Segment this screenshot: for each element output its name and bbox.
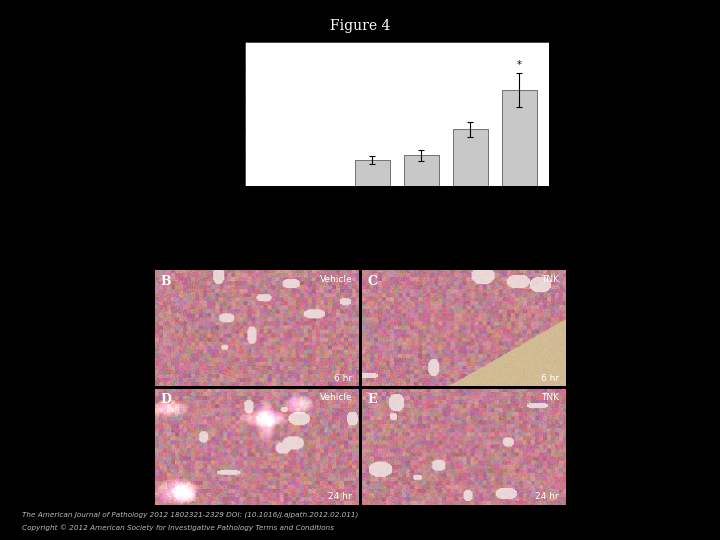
Text: 6 hr: 6 hr	[334, 374, 352, 383]
Text: APAP: APAP	[212, 199, 239, 208]
Text: Figure 4: Figure 4	[330, 19, 390, 33]
Text: +: +	[516, 224, 523, 234]
Text: 24: 24	[268, 249, 282, 260]
Bar	[405, 156, 438, 186]
Text: *: *	[517, 60, 522, 70]
Text: -: -	[321, 198, 325, 208]
Text: The American Journal of Pathology 2012 1802321-2329 DOI: (10.1016/j.ajpath.2012.: The American Journal of Pathology 2012 1…	[22, 512, 358, 518]
Text: Time (hr): Time (hr)	[192, 250, 239, 259]
Text: +: +	[320, 224, 328, 234]
Text: Copyright © 2012 American Society for Investigative Pathology Terms and Conditio: Copyright © 2012 American Society for In…	[22, 524, 333, 531]
Bar	[503, 90, 536, 186]
Text: TNK: TNK	[541, 394, 559, 402]
Text: E: E	[368, 394, 377, 407]
Text: -: -	[272, 198, 276, 208]
Text: +: +	[516, 198, 523, 208]
Text: 6: 6	[369, 249, 376, 260]
Text: TNK: TNK	[541, 275, 559, 284]
Text: -: -	[371, 224, 374, 234]
Text: +: +	[418, 198, 426, 208]
Text: 24 hr: 24 hr	[536, 492, 559, 502]
Text: D: D	[161, 394, 172, 407]
Text: Vehicle: Vehicle	[320, 275, 352, 284]
Text: 24: 24	[513, 249, 526, 260]
Bar	[355, 160, 390, 186]
Text: 6: 6	[418, 249, 425, 260]
Text: +: +	[467, 198, 474, 208]
Text: 24: 24	[464, 249, 477, 260]
Text: -: -	[469, 224, 472, 234]
Text: +: +	[418, 224, 426, 234]
Text: Vehicle: Vehicle	[320, 394, 352, 402]
Text: 24: 24	[317, 249, 330, 260]
Text: +: +	[369, 198, 377, 208]
Text: 24 hr: 24 hr	[328, 492, 352, 502]
Text: C: C	[368, 275, 378, 288]
Text: B: B	[161, 275, 171, 288]
Text: TNK: TNK	[218, 225, 239, 233]
Text: A: A	[167, 42, 179, 56]
Text: -: -	[272, 224, 276, 234]
Bar	[454, 130, 487, 186]
Y-axis label: ALT (U/L): ALT (U/L)	[199, 92, 208, 136]
Text: 6 hr: 6 hr	[541, 374, 559, 383]
